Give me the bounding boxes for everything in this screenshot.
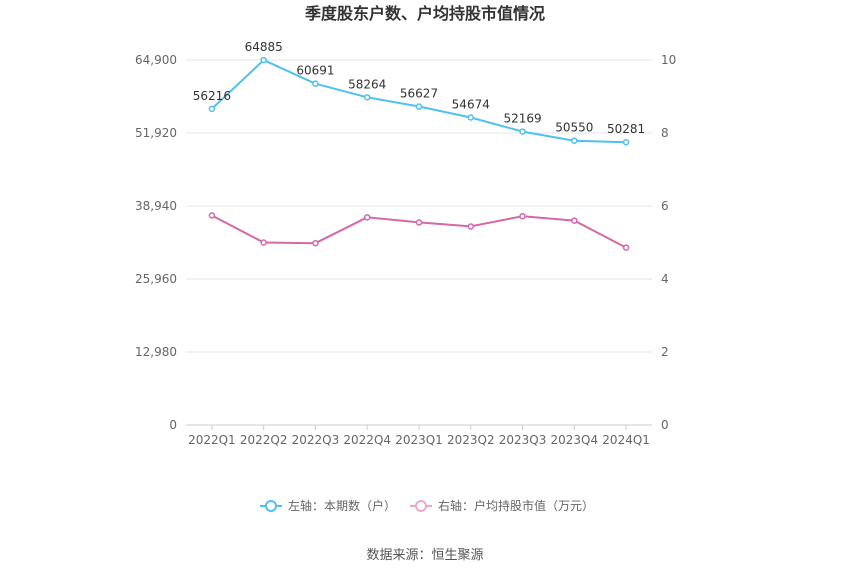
data-label: 54674 bbox=[452, 98, 490, 112]
left-tick-label: 12,980 bbox=[135, 345, 177, 359]
x-tick-label: 2022Q4 bbox=[343, 433, 391, 447]
data-point bbox=[260, 239, 267, 246]
x-tick-label: 2022Q2 bbox=[240, 433, 288, 447]
data-label: 60691 bbox=[296, 64, 334, 78]
data-label: 50550 bbox=[555, 121, 593, 135]
x-tick-label: 2024Q1 bbox=[602, 433, 650, 447]
right-tick-label: 8 bbox=[661, 126, 669, 140]
data-point bbox=[415, 103, 423, 110]
chart-title: 季度股东户数、户均持股市值情况 bbox=[304, 4, 545, 23]
x-tick-label: 2023Q1 bbox=[395, 433, 443, 447]
right-tick-label: 4 bbox=[661, 272, 669, 286]
data-point bbox=[363, 94, 371, 101]
data-label: 64885 bbox=[245, 40, 283, 54]
legend-label-2: 右轴：户均持股市值（万元） bbox=[438, 498, 594, 513]
data-point bbox=[519, 212, 526, 220]
data-point bbox=[312, 80, 319, 87]
data-point bbox=[519, 128, 526, 135]
data-point bbox=[467, 223, 475, 230]
data-label: 50281 bbox=[607, 122, 645, 136]
left-tick-label: 0 bbox=[169, 418, 177, 432]
data-label: 56627 bbox=[400, 87, 438, 101]
data-label: 58264 bbox=[348, 77, 386, 91]
left-axis: 0 12,980 25,960 38,940 51,920 64,900 bbox=[135, 53, 177, 432]
data-point bbox=[208, 105, 216, 113]
data-label: 56216 bbox=[193, 89, 231, 103]
right-tick-label: 6 bbox=[661, 199, 669, 213]
data-point bbox=[415, 219, 423, 226]
data-point bbox=[312, 239, 319, 247]
x-tick-label: 2022Q1 bbox=[188, 433, 236, 447]
legend-swatch-marker bbox=[265, 500, 277, 512]
data-point bbox=[571, 217, 578, 224]
left-tick-label: 64,900 bbox=[135, 53, 177, 67]
right-axis: 0 2 4 6 8 10 bbox=[661, 53, 676, 432]
x-tick-label: 2023Q2 bbox=[447, 433, 495, 447]
data-point bbox=[208, 212, 216, 219]
data-point bbox=[622, 138, 630, 146]
data-label: 52169 bbox=[503, 112, 541, 126]
x-tick-label: 2022Q3 bbox=[292, 433, 340, 447]
source-note: 数据来源：恒生聚源 bbox=[366, 548, 483, 563]
left-tick-label: 51,920 bbox=[135, 126, 177, 140]
x-axis: 2022Q1 2022Q2 2022Q3 2022Q4 2023Q1 2023Q2 2023… bbox=[186, 424, 652, 447]
right-tick-label: 2 bbox=[661, 345, 669, 359]
x-tick-label: 2023Q4 bbox=[551, 433, 599, 447]
data-point bbox=[260, 56, 267, 64]
left-tick-label: 25,960 bbox=[135, 272, 177, 286]
legend-swatch-marker bbox=[415, 500, 427, 512]
data-point bbox=[363, 214, 371, 221]
series-layer: 56216 64885 60691 58264 56627 54674 52169 50550… bbox=[193, 40, 645, 251]
x-tick-label: 2023Q3 bbox=[499, 433, 547, 447]
legend: 左轴：本期数（户） 右轴：户均持股市值（万元） bbox=[260, 498, 594, 513]
left-tick-label: 38,940 bbox=[135, 199, 177, 213]
data-point bbox=[622, 244, 630, 251]
data-point bbox=[571, 137, 578, 144]
legend-label-1: 左轴：本期数（户） bbox=[288, 498, 396, 513]
right-tick-label: 0 bbox=[661, 418, 669, 432]
right-tick-label: 10 bbox=[661, 53, 676, 67]
data-point bbox=[467, 114, 475, 121]
